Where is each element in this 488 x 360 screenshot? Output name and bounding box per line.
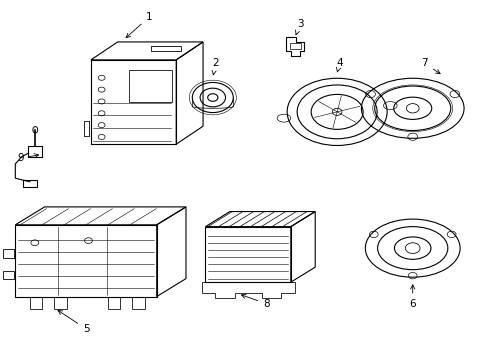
Bar bbox=[3, 271, 14, 279]
Text: 9: 9 bbox=[17, 153, 39, 163]
Bar bbox=[22, 180, 37, 187]
Bar bbox=[129, 70, 172, 102]
Text: 5: 5 bbox=[58, 310, 89, 334]
Text: 3: 3 bbox=[295, 19, 303, 35]
Bar bbox=[151, 45, 181, 51]
Text: 8: 8 bbox=[241, 294, 269, 309]
Bar bbox=[28, 146, 42, 157]
Text: 1: 1 bbox=[126, 12, 152, 38]
Text: 7: 7 bbox=[421, 58, 439, 74]
Text: 4: 4 bbox=[336, 58, 342, 72]
Bar bbox=[83, 121, 89, 136]
Bar bbox=[289, 42, 300, 49]
Text: 6: 6 bbox=[408, 285, 415, 309]
Text: 2: 2 bbox=[211, 58, 218, 75]
Bar bbox=[3, 249, 14, 258]
